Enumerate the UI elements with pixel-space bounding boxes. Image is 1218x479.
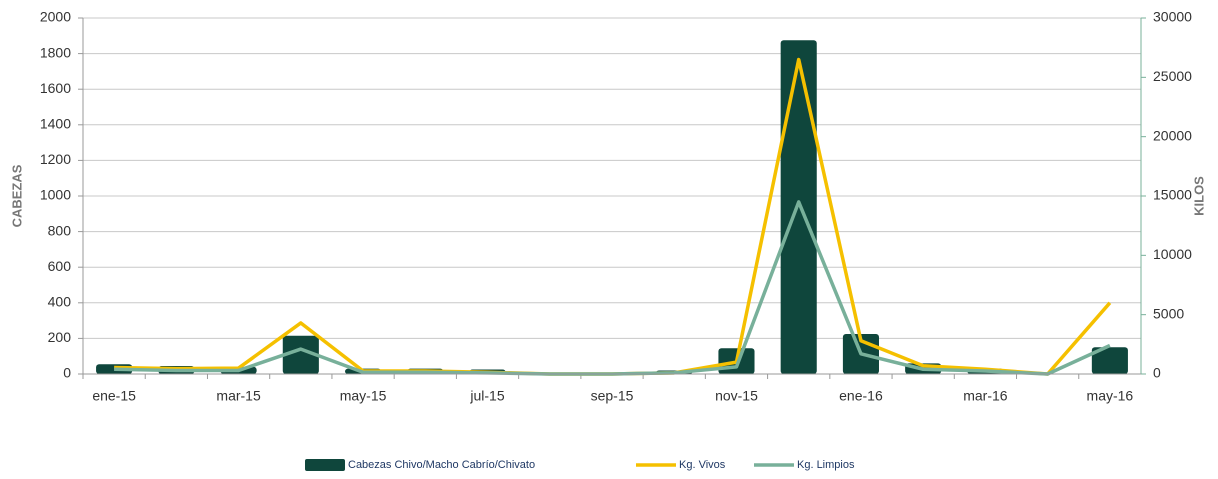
y-tick-label: 2000 — [40, 9, 71, 25]
y-tick-label: 1400 — [40, 116, 71, 132]
y-tick-label: 200 — [48, 329, 72, 345]
y2-tick-label: 25000 — [1153, 68, 1192, 84]
y2-axis-title: KILOS — [1191, 176, 1206, 216]
x-tick-label: mar-15 — [216, 388, 261, 404]
bar — [780, 40, 817, 374]
x-tick-label: ene-15 — [92, 388, 136, 404]
y-tick-label: 1200 — [40, 151, 71, 167]
legend-swatch — [305, 459, 345, 471]
y2-tick-label: 30000 — [1153, 9, 1192, 25]
x-tick-label: sep-15 — [591, 388, 634, 404]
x-tick-label: may-16 — [1087, 388, 1134, 404]
y2-tick-label: 20000 — [1153, 127, 1192, 143]
y-axis-title: CABEZAS — [9, 164, 24, 227]
bar — [282, 335, 319, 374]
y-tick-label: 1000 — [40, 187, 71, 203]
y-tick-label: 800 — [48, 222, 72, 238]
x-tick-label: mar-16 — [963, 388, 1008, 404]
x-tick-label: nov-15 — [715, 388, 758, 404]
line — [114, 57, 1112, 376]
legend-label: Kg. Vivos — [679, 459, 726, 471]
y2-tick-label: 5000 — [1153, 305, 1184, 321]
legend-label: Cabezas Chivo/Macho Cabrío/Chivato — [348, 459, 535, 471]
y-tick-label: 400 — [48, 294, 72, 310]
y2-tick-label: 15000 — [1153, 187, 1192, 203]
bar — [1091, 347, 1128, 374]
x-tick-label: may-15 — [340, 388, 387, 404]
y2-tick-label: 10000 — [1153, 246, 1192, 262]
x-tick-label: jul-15 — [469, 388, 504, 404]
x-tick-label: ene-16 — [839, 388, 883, 404]
legend-label: Kg. Limpios — [797, 459, 855, 471]
y-tick-label: 600 — [48, 258, 72, 274]
y2-tick-label: 0 — [1153, 365, 1161, 381]
y-tick-label: 0 — [63, 365, 71, 381]
y-tick-label: 1600 — [40, 80, 71, 96]
y-tick-label: 1800 — [40, 44, 71, 60]
